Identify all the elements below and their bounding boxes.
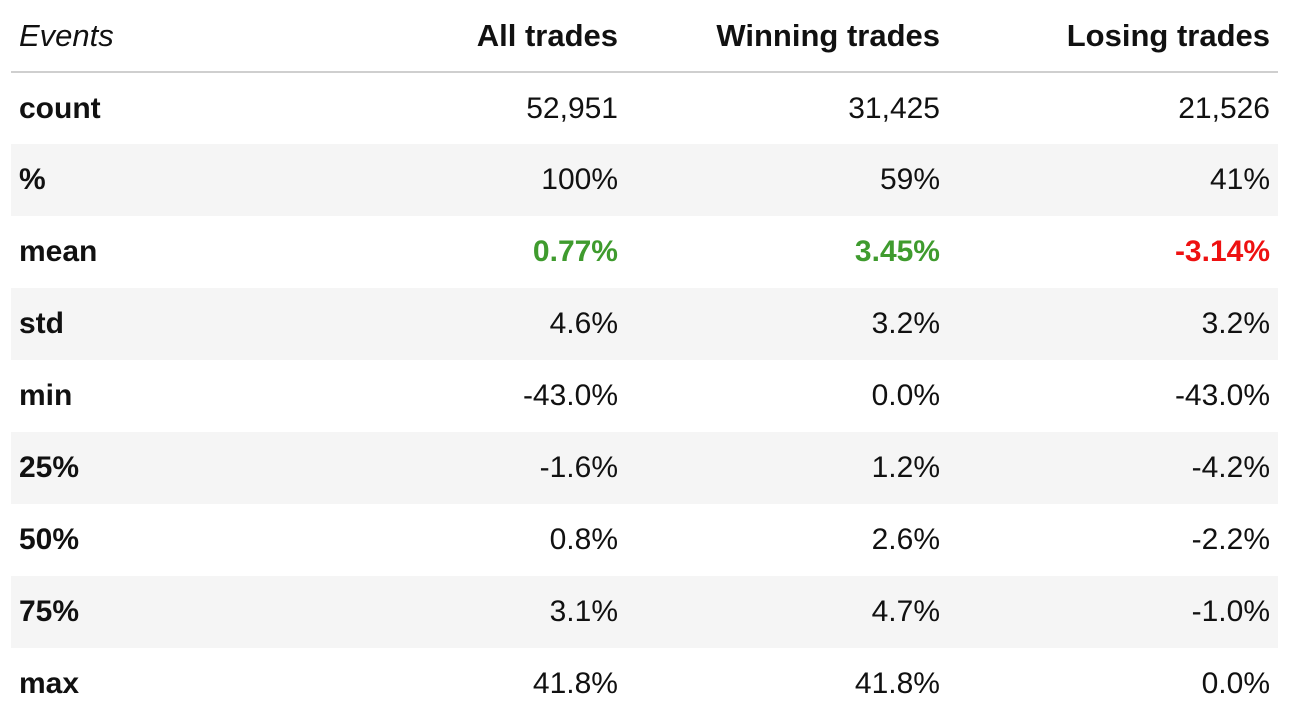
table-row-std: std 4.6% 3.2% 3.2% (11, 288, 1278, 360)
row-label: 25% (11, 432, 371, 504)
table-body: count 52,951 31,425 21,526 % 100% 59% 41… (11, 72, 1278, 720)
cell-losing-trades: 0.0% (1201, 667, 1270, 700)
header-winning-trades: Winning trades (626, 0, 948, 73)
header-events: Events (11, 0, 371, 73)
table-row-count: count 52,951 31,425 21,526 (11, 72, 1278, 144)
table-row-min: min -43.0% 0.0% -43.0% (11, 360, 1278, 432)
cell-winning-trades: 2.6% (871, 523, 940, 556)
cell-all-trades: 0.77% (532, 235, 618, 268)
cell-losing-trades: -43.0% (1174, 379, 1270, 412)
cell-all-trades: 4.6% (371, 288, 626, 360)
cell-losing-trades: 3.2% (948, 288, 1278, 360)
table-row-75th-percentile: 75% 3.1% 4.7% -1.0% (11, 576, 1278, 648)
cell-winning-trades: 1.2% (626, 432, 948, 504)
stats-table-container: Events All trades Winning trades Losing … (11, 0, 1278, 720)
cell-losing-trades: 41% (948, 144, 1278, 216)
cell-winning-trades: 31,425 (848, 91, 940, 125)
cell-losing-trades: -3.14% (1174, 235, 1270, 268)
table-row-50th-percentile: 50% 0.8% 2.6% -2.2% (11, 504, 1278, 576)
table-row-percent: % 100% 59% 41% (11, 144, 1278, 216)
cell-all-trades: -1.6% (371, 432, 626, 504)
row-label: % (11, 144, 371, 216)
cell-all-trades: 3.1% (371, 576, 626, 648)
cell-winning-trades: 4.7% (626, 576, 948, 648)
cell-losing-trades: -1.0% (948, 576, 1278, 648)
cell-all-trades: 100% (371, 144, 626, 216)
row-label: 50% (19, 523, 80, 556)
cell-winning-trades: 59% (626, 144, 948, 216)
row-label: max (19, 667, 80, 700)
header-row: Events All trades Winning trades Losing … (11, 0, 1278, 73)
cell-losing-trades: 21,526 (1178, 91, 1270, 125)
table-row-mean: mean 0.77% 3.45% -3.14% (11, 216, 1278, 288)
cell-winning-trades: 0.0% (871, 379, 940, 412)
cell-all-trades: -43.0% (522, 379, 618, 412)
cell-winning-trades: 3.45% (854, 235, 940, 268)
cell-winning-trades: 3.2% (626, 288, 948, 360)
cell-all-trades: 0.8% (549, 523, 618, 556)
table-row-max: max 41.8% 41.8% 0.0% (11, 648, 1278, 720)
cell-all-trades: 41.8% (532, 667, 618, 700)
trade-statistics-table: Events All trades Winning trades Losing … (11, 0, 1278, 720)
cell-losing-trades: -2.2% (1191, 523, 1270, 556)
table-header: Events All trades Winning trades Losing … (11, 0, 1278, 73)
header-all-trades: All trades (371, 0, 626, 73)
row-label: count (19, 91, 101, 125)
row-label: mean (19, 235, 98, 268)
cell-winning-trades: 41.8% (854, 667, 940, 700)
row-label: 75% (11, 576, 371, 648)
row-label: std (11, 288, 371, 360)
row-label: min (19, 379, 73, 412)
cell-losing-trades: -4.2% (948, 432, 1278, 504)
table-row-25th-percentile: 25% -1.6% 1.2% -4.2% (11, 432, 1278, 504)
header-losing-trades: Losing trades (948, 0, 1278, 73)
cell-all-trades: 52,951 (526, 91, 618, 125)
